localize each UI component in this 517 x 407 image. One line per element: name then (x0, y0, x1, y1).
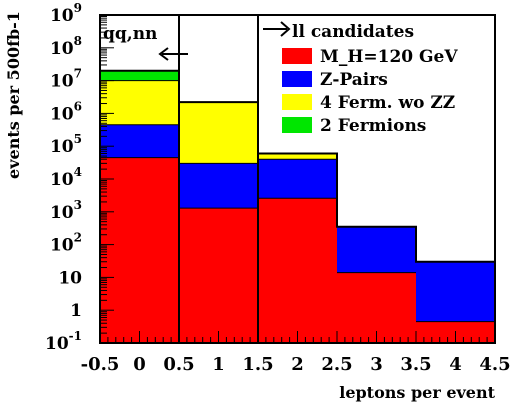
x-tick-label-7: 3 (370, 354, 383, 375)
x-tick-label-9: 4 (449, 354, 462, 375)
y-tick-label-5: 104 (50, 165, 82, 190)
y-tick-label-8: 107 (50, 67, 82, 92)
x-tick-label-3: 1 (212, 354, 225, 375)
x-tick-label-1: 0 (133, 354, 146, 375)
annotation-left: qq,nn (103, 24, 188, 61)
x-tick-label-0: -0.5 (81, 354, 120, 375)
legend-label-2: Z-Pairs (320, 70, 388, 90)
x-axis-title: leptons per event (339, 383, 495, 402)
legend-label-4: 2 Fermions (320, 116, 426, 136)
legend-label-3: 4 Ferm. wo ZZ (320, 93, 455, 113)
y-tick-label-1: 1 (70, 301, 82, 321)
legend-swatch-4 (282, 117, 312, 133)
legend-label-1: M_H=120 GeV (320, 47, 458, 67)
x-tick-label-5: 2 (291, 354, 304, 375)
annotation-right: ll candidates (263, 21, 414, 42)
y-tick-label-9: 108 (50, 34, 82, 59)
x-tick-label-6: 2.5 (321, 354, 352, 375)
legend-swatch-3 (282, 94, 312, 110)
bar-1-bin-1 (179, 208, 258, 343)
arrow-left-icon (158, 47, 188, 61)
y-axis-title: events per 500fb-1 (4, 11, 23, 179)
y-tick-label-10: 109 (50, 1, 82, 26)
x-tick-label-4: 1.5 (242, 354, 273, 375)
x-tick-label-8: 3.5 (400, 354, 431, 375)
x-tick-label-10: 4.5 (479, 354, 510, 375)
y-axis-ticks: 10-1 1 10 102 103 104 105 106 107 108 109 (45, 1, 114, 354)
bar-1-bin-0 (100, 157, 179, 343)
arrow-right-icon (263, 21, 291, 37)
y-tick-label-6: 105 (50, 132, 82, 157)
bars-layer (99, 69, 496, 343)
y-tick-label-0: 10-1 (45, 329, 82, 354)
bar-1-bin-2 (258, 198, 337, 343)
annotation-right-label: ll candidates (292, 22, 414, 42)
annotation-left-label: qq,nn (103, 24, 157, 44)
x-tick-label-2: 0.5 (163, 354, 194, 375)
legend: M_H=120 GeV Z-Pairs 4 Ferm. wo ZZ 2 Fermion… (276, 41, 490, 137)
legend-swatch-1 (282, 48, 312, 64)
x-axis-ticks: -0.5 0 0.5 1 1.5 2 2.5 3 3.5 4 4.5 (81, 331, 511, 375)
y-tick-label-2: 10 (58, 268, 82, 288)
cut-lines (178, 15, 259, 343)
y-tick-label-4: 103 (50, 198, 82, 223)
legend-swatch-2 (282, 71, 312, 87)
y-tick-label-7: 106 (50, 99, 82, 124)
y-tick-label-3: 102 (50, 231, 82, 256)
